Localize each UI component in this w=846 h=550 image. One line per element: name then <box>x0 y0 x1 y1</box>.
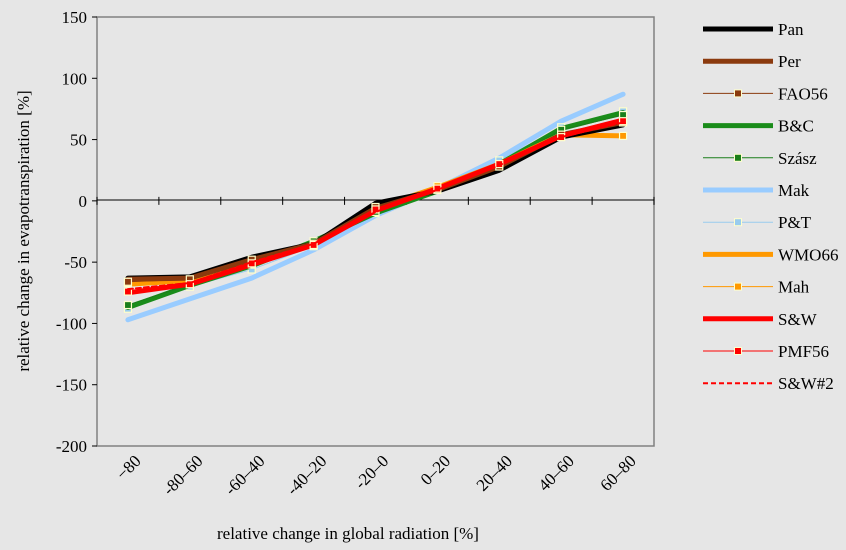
series-line <box>126 121 625 291</box>
legend-label: FAO56 <box>778 84 828 103</box>
legend-label: PMF56 <box>778 342 829 361</box>
legend-marker <box>734 89 742 98</box>
data-point-marker <box>618 131 628 140</box>
y-tick-label: -100 <box>56 314 87 333</box>
data-point-marker <box>123 287 133 296</box>
x-tick-label: 60–80 <box>596 451 639 494</box>
legend-marker <box>734 218 742 227</box>
legend-label: S&W <box>778 310 818 329</box>
legend-marker <box>734 282 742 291</box>
legend-label: WMO66 <box>778 245 838 264</box>
legend-label: B&C <box>778 117 814 136</box>
legend-label: Per <box>778 52 801 71</box>
legend-marker <box>734 347 742 355</box>
y-tick-label: -50 <box>64 253 87 272</box>
legend-label: Mah <box>778 278 810 297</box>
legend-label: S&W#2 <box>778 374 834 393</box>
x-axis-label: relative change in global radiation [%] <box>217 524 479 543</box>
data-point-marker <box>123 300 133 310</box>
y-tick-label: -200 <box>56 437 87 456</box>
y-axis-label: relative change in evapotranspiration [%… <box>14 90 33 371</box>
y-tick-label: 150 <box>62 8 88 27</box>
x-tick-label: -60–40 <box>221 451 268 498</box>
plot-area <box>96 16 655 447</box>
x-tick-label: -20–0 <box>351 451 392 492</box>
data-point-marker <box>618 117 628 126</box>
legend-marker <box>734 153 742 162</box>
y-tick-label: -150 <box>56 376 87 395</box>
x-tick-label: −80 <box>113 451 145 483</box>
legend-label: P&T <box>778 213 812 232</box>
data-point-marker <box>123 277 133 286</box>
x-tick-label: 0–20 <box>417 451 454 488</box>
y-tick-label: 100 <box>62 69 88 88</box>
x-tick-label: -80–60 <box>159 451 206 498</box>
legend: Pan Per FAO56 B&C Szász Mak P&T WMO66 Mah S&W PMF5… <box>703 20 838 393</box>
legend-label: Pan <box>778 20 804 39</box>
y-tick-label: 0 <box>79 192 88 211</box>
x-tick-label: 40–60 <box>535 451 578 494</box>
series-layer <box>123 91 628 323</box>
x-tick-label: 20–40 <box>473 451 516 494</box>
x-tick-label: -40–20 <box>283 451 330 498</box>
legend-label: Mak <box>778 181 810 200</box>
y-tick-label: 50 <box>70 131 87 150</box>
legend-label: Szász <box>778 149 817 168</box>
